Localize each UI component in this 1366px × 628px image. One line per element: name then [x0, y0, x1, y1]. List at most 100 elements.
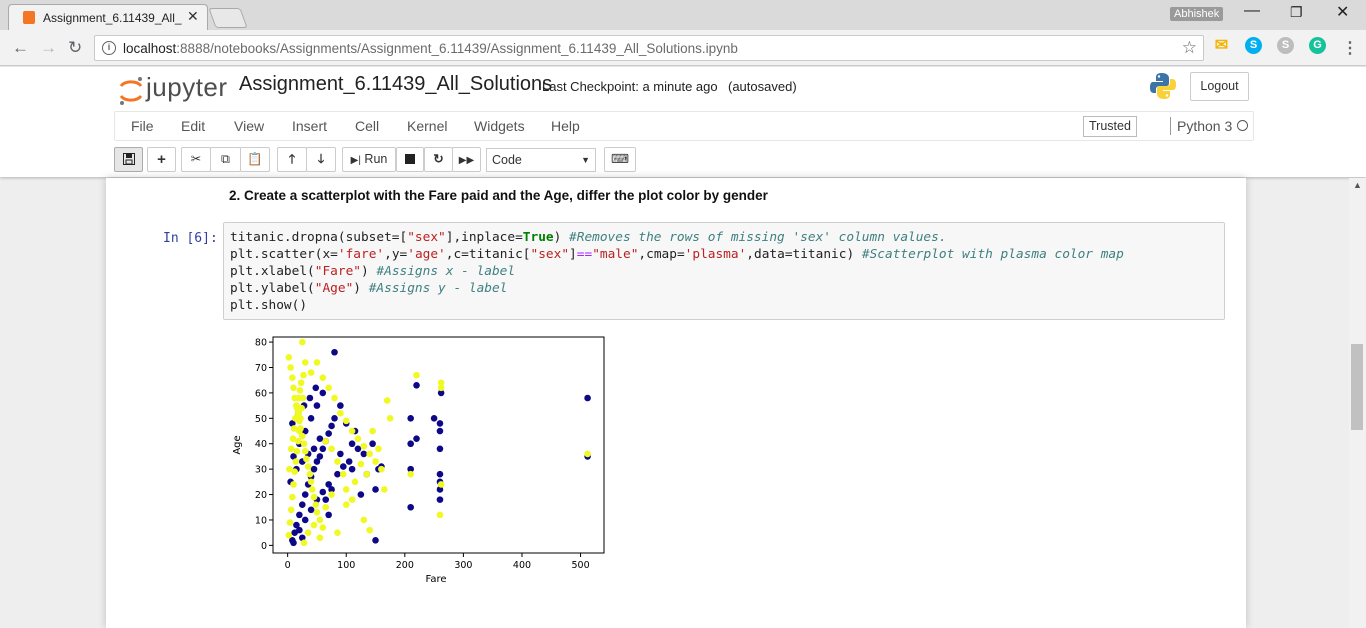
scatter-point — [436, 427, 444, 435]
browser-menu-icon[interactable]: ⋮ — [1342, 40, 1358, 57]
reload-icon[interactable]: ↻ — [68, 38, 83, 57]
markdown-cell-heading: 2. Create a scatterplot with the Fare pa… — [229, 188, 768, 203]
scatter-point — [366, 526, 373, 534]
code-cell-editor[interactable]: titanic.dropna(subset=["sex"],inplace=Tr… — [223, 222, 1225, 320]
cell-type-select[interactable]: Code ▼ — [486, 148, 596, 172]
notebook-name[interactable]: Assignment_6.11439_All_Solutions — [239, 73, 553, 95]
profile-name[interactable]: Abhishek — [1170, 7, 1224, 21]
move-down-button[interactable]: 🡓 — [306, 147, 336, 172]
minimize-icon[interactable]: — — [1244, 2, 1260, 19]
x-axis-label: Fare — [425, 574, 446, 585]
scatter-point — [319, 445, 327, 453]
scatter-point — [316, 516, 324, 524]
scatter-point — [286, 465, 293, 473]
scatter-point — [291, 468, 298, 475]
scatter-point — [290, 481, 297, 488]
code-line: plt.ylabel("Age") #Assigns y - label — [230, 281, 508, 296]
skype-alt-icon[interactable]: S — [1277, 37, 1294, 54]
scatter-points — [285, 338, 591, 547]
restore-icon[interactable]: ❐ — [1290, 4, 1303, 20]
trusted-indicator[interactable]: Trusted — [1083, 116, 1137, 137]
menu-view[interactable]: View — [234, 118, 265, 134]
menu-help[interactable]: Help — [551, 118, 580, 134]
scatter-point — [437, 481, 445, 488]
scatter-point — [386, 415, 394, 422]
url-host: localhost — [123, 41, 177, 56]
copy-button[interactable]: ⧉ — [210, 147, 241, 172]
scatter-point — [348, 440, 356, 448]
scatter-point — [348, 427, 356, 435]
close-tab-icon[interactable]: ✕ — [187, 8, 199, 24]
move-up-button[interactable]: 🡑 — [277, 147, 307, 172]
close-window-icon[interactable]: ✕ — [1336, 4, 1350, 21]
scatter-point — [360, 516, 368, 524]
url-path: :8888/notebooks/Assignments/Assignment_6… — [176, 41, 738, 56]
menu-insert[interactable]: Insert — [292, 118, 328, 134]
scatter-point — [369, 440, 376, 448]
scatter-point — [437, 389, 445, 397]
run-button[interactable]: ▶| Run — [342, 147, 396, 172]
scatter-point — [413, 381, 420, 389]
paste-icon: 📋 — [247, 152, 263, 166]
back-icon[interactable]: ← — [12, 38, 29, 57]
scatter-point — [296, 387, 304, 394]
bookmark-star-icon[interactable]: ☆ — [1181, 38, 1197, 57]
x-tick-label: 100 — [337, 560, 355, 571]
menu-cell[interactable]: Cell — [355, 118, 380, 134]
page-scrollbar[interactable]: ▲ — [1349, 178, 1366, 628]
scatter-point — [381, 486, 388, 493]
cut-button[interactable]: ✂ — [181, 147, 211, 172]
paste-button[interactable]: 📋 — [240, 147, 270, 172]
scatter-point — [312, 384, 320, 392]
python-logo-icon — [1150, 73, 1176, 99]
y-tick-label: 60 — [255, 388, 267, 399]
command-palette-button[interactable]: ⌨ — [604, 147, 636, 172]
scatter-point — [407, 503, 414, 511]
restart-icon: ↻ — [433, 152, 444, 166]
interrupt-button[interactable] — [396, 147, 424, 172]
scatter-point — [328, 486, 335, 493]
insert-cell-button[interactable]: + — [147, 147, 176, 172]
scatter-point — [360, 442, 368, 450]
new-tab-button[interactable] — [208, 8, 248, 28]
restart-run-all-button[interactable]: ▶▶ — [452, 147, 481, 172]
tab-title: Assignment_6.11439_All_ — [43, 11, 182, 25]
save-button[interactable] — [114, 147, 143, 172]
logout-button[interactable]: Logout — [1190, 72, 1249, 101]
scatter-point — [300, 539, 308, 547]
scatter-point — [383, 397, 391, 404]
scrollbar-thumb[interactable] — [1351, 344, 1363, 430]
scatter-point — [301, 491, 309, 498]
menu-kernel[interactable]: Kernel — [407, 118, 448, 134]
skype-icon[interactable]: S — [1245, 37, 1262, 54]
address-bar: ← → ↻ i localhost:8888/notebooks/Assignm… — [0, 30, 1366, 66]
forward-icon[interactable]: → — [40, 38, 57, 57]
scatter-point — [316, 534, 324, 542]
scissors-icon: ✂ — [190, 152, 202, 166]
scatter-point — [337, 450, 344, 458]
scatter-point — [337, 402, 344, 409]
scroll-up-icon[interactable]: ▲ — [1353, 180, 1362, 190]
scatter-point — [306, 470, 314, 478]
browser-tab[interactable]: Assignment_6.11439_All_ ✕ — [8, 4, 208, 30]
menu-file[interactable]: File — [131, 118, 154, 134]
scatter-point — [292, 458, 300, 465]
scatter-point — [342, 486, 350, 493]
url-input[interactable]: i localhost:8888/notebooks/Assignments/A… — [94, 35, 1204, 61]
y-tick-label: 0 — [261, 541, 267, 552]
grammarly-icon[interactable]: G — [1309, 37, 1326, 54]
menu-edit[interactable]: Edit — [181, 118, 206, 134]
scatter-point — [319, 374, 327, 381]
menu-widgets[interactable]: Widgets — [474, 118, 525, 134]
gmail-icon[interactable]: ✉ — [1214, 37, 1229, 54]
scatter-point — [294, 437, 302, 445]
code-line: plt.show() — [230, 298, 308, 313]
site-info-icon[interactable]: i — [102, 41, 116, 55]
scatter-point — [334, 529, 341, 536]
scatter-point — [286, 519, 294, 526]
scatter-point — [289, 374, 296, 381]
jupyter-logo[interactable]: jupyter — [118, 71, 228, 107]
chevron-down-icon: ▼ — [581, 155, 590, 165]
y-tick-label: 30 — [255, 465, 267, 476]
restart-button[interactable]: ↻ — [424, 147, 453, 172]
